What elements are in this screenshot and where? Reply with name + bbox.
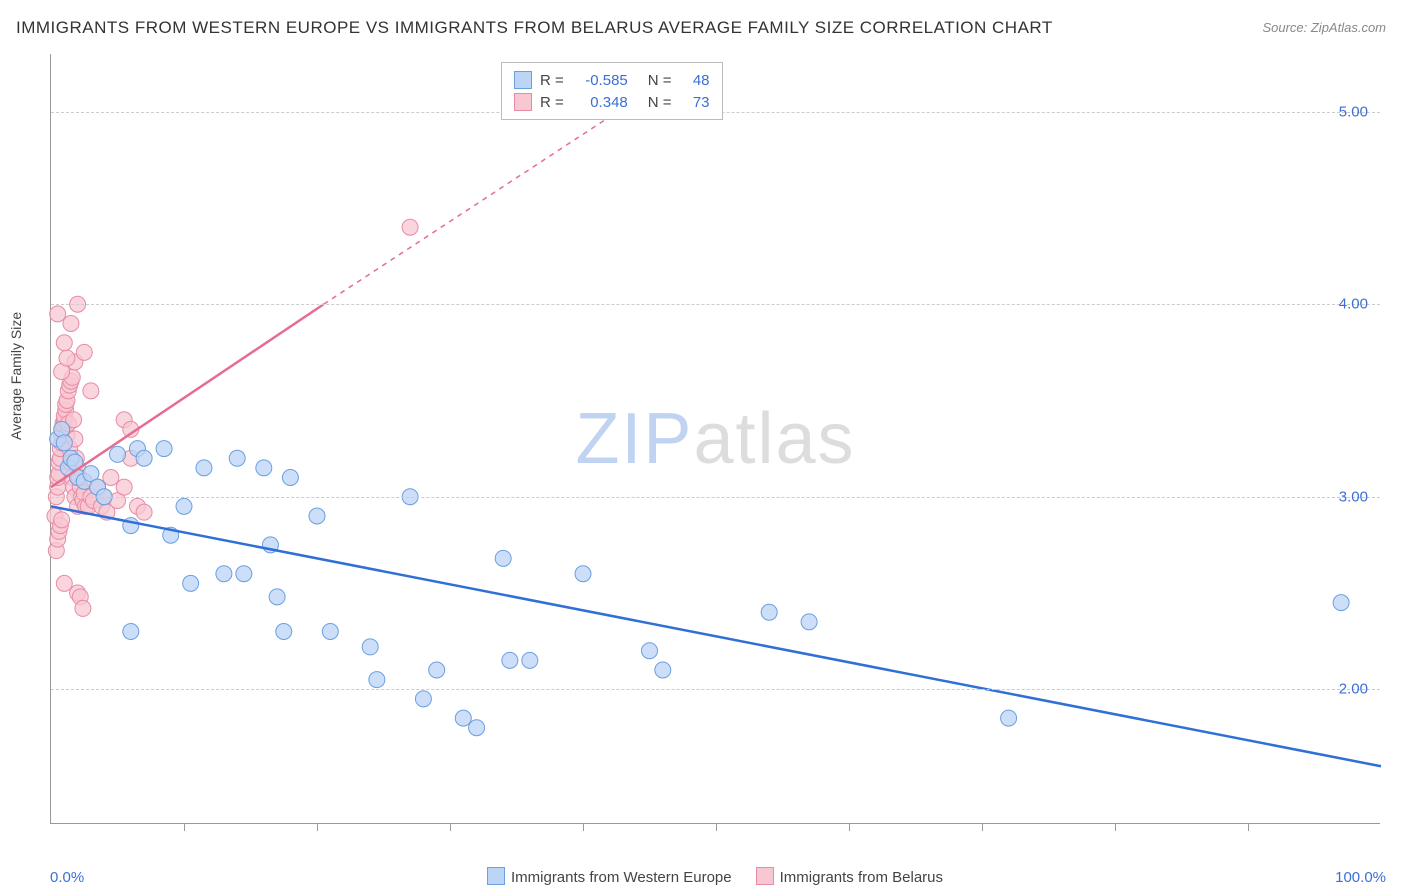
x-tick xyxy=(450,823,451,831)
gridline xyxy=(51,304,1380,305)
stats-row: R = -0.585 N = 48 xyxy=(514,69,710,91)
data-point xyxy=(136,504,152,520)
stats-box: R = -0.585 N = 48 R = 0.348 N = 73 xyxy=(501,62,723,120)
data-point xyxy=(455,710,471,726)
data-point xyxy=(54,512,70,528)
data-point xyxy=(1333,595,1349,611)
data-point xyxy=(256,460,272,476)
data-point xyxy=(655,662,671,678)
data-point xyxy=(183,575,199,591)
data-point xyxy=(1001,710,1017,726)
data-point xyxy=(103,470,119,486)
x-tick xyxy=(184,823,185,831)
data-point xyxy=(362,639,378,655)
data-point xyxy=(196,460,212,476)
n-label: N = xyxy=(648,72,672,89)
data-point xyxy=(761,604,777,620)
x-tick xyxy=(1248,823,1249,831)
trend-line xyxy=(51,506,1381,766)
data-point xyxy=(229,450,245,466)
x-tick xyxy=(849,823,850,831)
stats-row: R = 0.348 N = 73 xyxy=(514,91,710,113)
data-point xyxy=(56,435,72,451)
data-point xyxy=(276,624,292,640)
data-point xyxy=(63,316,79,332)
data-point xyxy=(495,550,511,566)
y-tick-label: 2.00 xyxy=(1339,681,1368,698)
data-point xyxy=(110,446,126,462)
x-tick xyxy=(1115,823,1116,831)
data-point xyxy=(59,350,75,366)
gridline xyxy=(51,689,1380,690)
chart-title: IMMIGRANTS FROM WESTERN EUROPE VS IMMIGR… xyxy=(16,18,1053,38)
data-point xyxy=(469,720,485,736)
source-label: Source: ZipAtlas.com xyxy=(1262,20,1386,35)
r-value: 0.348 xyxy=(572,94,628,111)
data-point xyxy=(156,441,172,457)
data-point xyxy=(415,691,431,707)
data-point xyxy=(322,624,338,640)
data-point xyxy=(56,335,72,351)
data-point xyxy=(369,672,385,688)
data-point xyxy=(801,614,817,630)
n-value: 73 xyxy=(680,94,710,111)
data-point xyxy=(522,652,538,668)
data-point xyxy=(502,652,518,668)
x-tick xyxy=(716,823,717,831)
data-point xyxy=(236,566,252,582)
chart-svg xyxy=(51,54,1380,823)
data-point xyxy=(116,479,132,495)
y-axis-label: Average Family Size xyxy=(8,312,24,440)
y-tick-label: 4.00 xyxy=(1339,296,1368,313)
n-label: N = xyxy=(648,94,672,111)
data-point xyxy=(50,306,66,322)
r-label: R = xyxy=(540,94,564,111)
y-tick-label: 5.00 xyxy=(1339,103,1368,120)
data-point xyxy=(75,600,91,616)
data-point xyxy=(575,566,591,582)
data-point xyxy=(642,643,658,659)
n-value: 48 xyxy=(680,72,710,89)
data-point xyxy=(136,450,152,466)
data-point xyxy=(282,470,298,486)
r-value: -0.585 xyxy=(572,72,628,89)
plot-area: ZIPatlas R =-0.585N =48R =0.348N =73 2.0… xyxy=(50,54,1380,824)
bottom-legend: Immigrants from Western Europe Immigrants… xyxy=(0,867,1406,886)
r-label: R = xyxy=(540,72,564,89)
y-tick-label: 3.00 xyxy=(1339,488,1368,505)
data-point xyxy=(216,566,232,582)
legend-swatch xyxy=(514,93,532,111)
data-point xyxy=(309,508,325,524)
legend-label: Immigrants from Western Europe xyxy=(511,869,732,886)
x-tick xyxy=(982,823,983,831)
data-point xyxy=(429,662,445,678)
data-point xyxy=(56,575,72,591)
gridline xyxy=(51,497,1380,498)
data-point xyxy=(402,219,418,235)
data-point xyxy=(76,344,92,360)
data-point xyxy=(123,624,139,640)
x-tick xyxy=(583,823,584,831)
x-tick xyxy=(317,823,318,831)
legend-swatch xyxy=(514,71,532,89)
legend-swatch xyxy=(756,867,774,885)
data-point xyxy=(176,498,192,514)
legend-label: Immigrants from Belarus xyxy=(780,869,943,886)
data-point xyxy=(269,589,285,605)
legend-swatch xyxy=(487,867,505,885)
data-point xyxy=(83,383,99,399)
